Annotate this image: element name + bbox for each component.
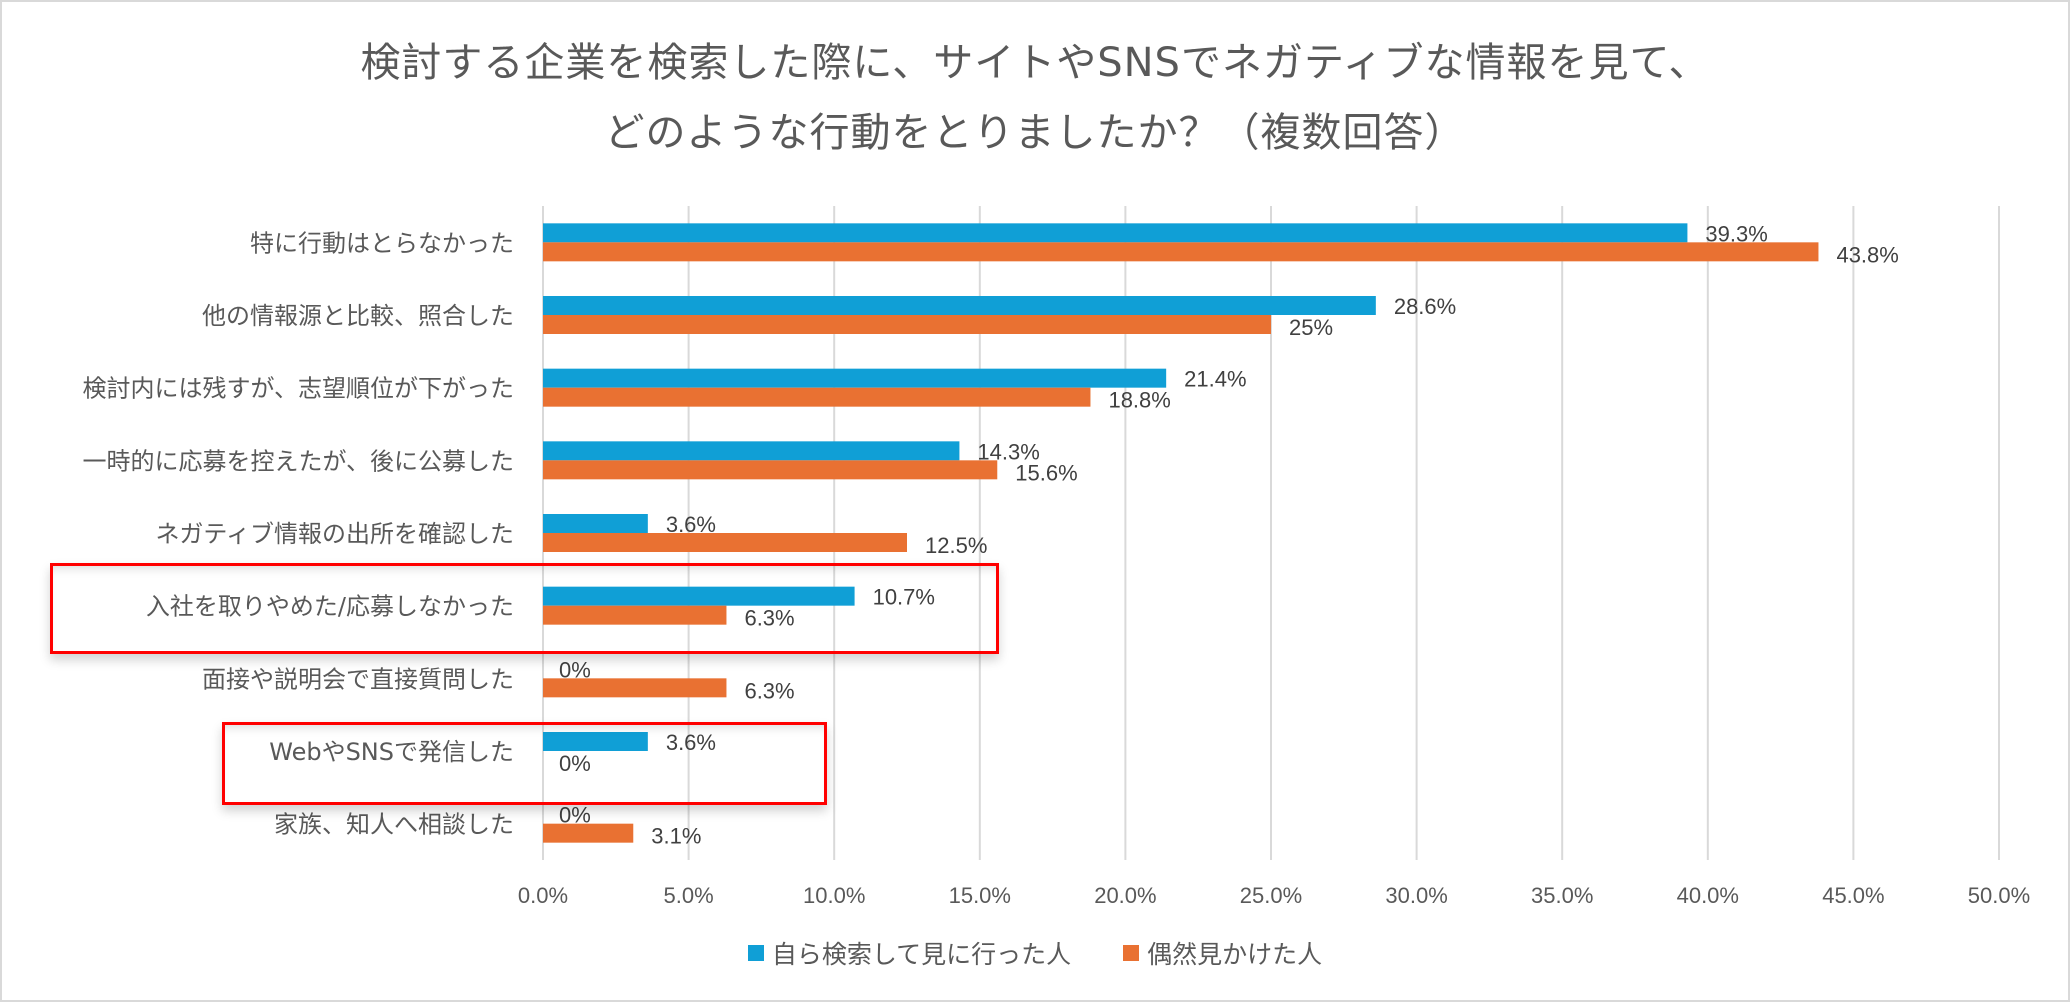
bar-self-searched [543, 296, 1376, 315]
data-label: 6.3% [744, 678, 794, 703]
bar-happened-to-see [543, 387, 1091, 407]
x-tick-label: 0.0% [518, 883, 568, 908]
category-label: WebやSNSで発信した [269, 738, 514, 766]
category-label: 検討内には残すが、志望順位が下がった [82, 375, 514, 403]
data-label: 18.8% [1108, 388, 1170, 413]
bar-happened-to-see [543, 460, 998, 480]
data-label: 15.6% [1015, 460, 1077, 485]
data-label: 43.8% [1836, 242, 1898, 267]
category-label: 面接や説明会で直接質問した [202, 665, 514, 693]
bar-happened-to-see [543, 678, 727, 698]
chart-legend: 自ら検索して見に行った人 偶然見かけた人 [0, 935, 2070, 971]
data-label: 14.3% [977, 439, 1039, 464]
chart-title: 検討する企業を検索した際に、サイトやSNSでネガティブな情報を見て、 どのような… [0, 28, 2070, 168]
data-label: 10.7% [873, 585, 935, 610]
data-label: 39.3% [1705, 221, 1767, 246]
data-label: 3.1% [651, 824, 701, 849]
x-tick-label: 20.0% [1094, 883, 1156, 908]
category-label: 他の情報源と比較、照合した [202, 302, 514, 330]
chart-title-line-2: どのような行動をとりましたか？（複数回答） [604, 110, 1466, 156]
data-label: 12.5% [925, 533, 987, 558]
category-label: ネガティブ情報の出所を確認した [155, 520, 514, 548]
bar-self-searched [543, 514, 648, 533]
category-label: 一時的に応募を控えたが、後に公募した [82, 447, 514, 475]
legend-swatch-orange-icon [1123, 945, 1140, 961]
data-label: 3.6% [666, 730, 716, 755]
data-label: 25% [1289, 315, 1333, 340]
bar-happened-to-see [543, 315, 1271, 334]
category-label: 特に行動はとらなかった [250, 229, 514, 257]
category-label: 家族、知人へ相談した [274, 811, 514, 839]
x-tick-label: 50.0% [1968, 883, 2030, 908]
x-tick-label: 10.0% [803, 883, 865, 908]
data-label: 0% [559, 803, 591, 828]
bar-happened-to-see [543, 823, 634, 843]
x-tick-label: 40.0% [1677, 883, 1739, 908]
bar-self-searched [543, 223, 1688, 243]
data-label: 0% [559, 751, 591, 776]
legend-swatch-blue-icon [747, 945, 764, 961]
x-tick-label: 45.0% [1822, 883, 1884, 908]
data-label: 28.6% [1394, 294, 1456, 319]
legend-label-happened-to-see: 偶然見かけた人 [1147, 940, 1323, 969]
data-label: 21.4% [1184, 367, 1246, 392]
x-tick-label: 30.0% [1385, 883, 1447, 908]
chart-title-line-1: 検討する企業を検索した際に、サイトやSNSでネガティブな情報を見て、 [360, 40, 1710, 86]
x-tick-label: 5.0% [664, 883, 714, 908]
legend-item-self-searched: 自ら検索して見に行った人 [747, 935, 1072, 971]
bar-happened-to-see [543, 605, 727, 625]
bar-self-searched [543, 368, 1167, 388]
data-label: 3.6% [666, 512, 716, 537]
x-tick-label: 25.0% [1240, 883, 1302, 908]
legend-item-happened-to-see: 偶然見かけた人 [1123, 935, 1322, 971]
data-label: 0% [559, 657, 591, 682]
x-tick-label: 35.0% [1531, 883, 1593, 908]
category-label: 入社を取りやめた/応募しなかった [146, 593, 514, 621]
x-tick-label: 15.0% [949, 883, 1011, 908]
bar-self-searched [543, 441, 960, 461]
bar-self-searched [543, 732, 648, 751]
bar-happened-to-see [543, 242, 1819, 262]
legend-label-self-searched: 自ら検索して見に行った人 [771, 940, 1072, 969]
data-label: 6.3% [744, 606, 794, 631]
bar-happened-to-see [543, 533, 907, 552]
bar-self-searched [543, 586, 855, 606]
